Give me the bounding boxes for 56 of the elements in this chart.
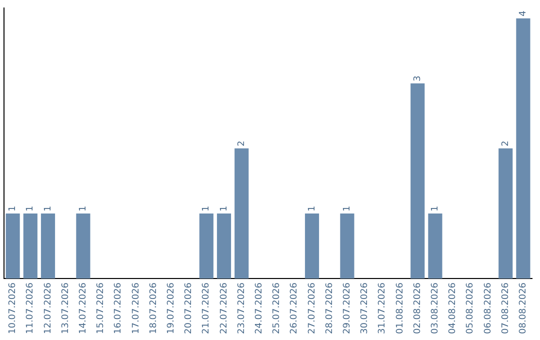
data-label: 2	[500, 140, 511, 146]
x-tick-label: 21.07.2026	[202, 282, 212, 334]
bar	[40, 213, 56, 278]
bar	[234, 148, 249, 278]
x-tick-label: 04.08.2026	[448, 282, 458, 334]
x-tick-label: 30.07.2026	[360, 282, 370, 334]
x-tick-label: 27.07.2026	[307, 282, 318, 334]
bar	[76, 213, 90, 278]
x-tick-label: 22.07.2026	[219, 282, 230, 334]
data-label: 4	[518, 10, 529, 16]
data-label: 2	[236, 140, 247, 146]
x-tick-label: 08.08.2026	[518, 282, 529, 334]
bar	[216, 213, 232, 278]
x-tick-label: 25.07.2026	[272, 282, 282, 334]
data-label: 1	[202, 206, 212, 212]
data-label: 1	[307, 206, 318, 212]
x-tick-label: 05.08.2026	[466, 282, 476, 334]
data-label: 1	[78, 206, 89, 212]
x-tick-label: 26.07.2026	[290, 282, 300, 334]
data-label: 1	[219, 206, 230, 212]
x-tick-label: 28.07.2026	[324, 282, 335, 334]
data-label: 3	[412, 76, 423, 82]
x-tick-label: 19.07.2026	[166, 282, 177, 334]
data-label: 1	[430, 206, 441, 212]
data-label: 1	[8, 206, 18, 212]
x-tick-label: 13.07.2026	[60, 282, 71, 334]
x-tick-label: 07.08.2026	[500, 282, 511, 334]
x-tick-label: 02.08.2026	[412, 282, 423, 334]
x-tick-label: 24.07.2026	[254, 282, 265, 334]
bar	[304, 213, 320, 278]
x-tick-label: 20.07.2026	[184, 282, 194, 334]
x-tick-label: 17.07.2026	[131, 282, 142, 334]
bar	[428, 213, 442, 278]
x-tick-label: 29.07.2026	[342, 282, 353, 334]
bar	[6, 213, 20, 278]
x-tick-label: 03.08.2026	[430, 282, 441, 334]
x-tick-label: 23.07.2026	[236, 282, 247, 334]
x-tick-label: 18.07.2026	[148, 282, 159, 334]
x-tick-label: 12.07.2026	[43, 282, 54, 334]
data-label: 1	[26, 206, 36, 212]
bar	[498, 148, 513, 278]
x-tick-label: 11.07.2026	[26, 282, 36, 334]
data-label: 1	[342, 206, 353, 212]
data-label: 1	[43, 206, 54, 212]
x-tick-label: 10.07.2026	[8, 282, 18, 334]
bar	[340, 213, 354, 278]
x-tick-label: 14.07.2026	[78, 282, 89, 334]
x-tick-label: 01.08.2026	[395, 282, 406, 334]
x-tick-label: 15.07.2026	[96, 282, 106, 334]
bar	[410, 83, 425, 278]
x-tick-label: 06.08.2026	[483, 282, 494, 334]
bar	[516, 18, 530, 278]
bar	[199, 213, 214, 278]
x-tick-label: 31.07.2026	[378, 282, 388, 334]
x-tick-label: 16.07.2026	[114, 282, 124, 334]
bar	[23, 213, 38, 278]
